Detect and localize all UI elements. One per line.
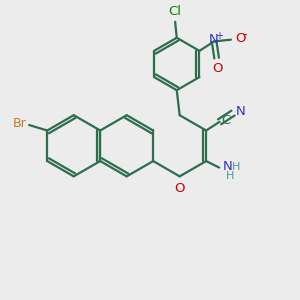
Text: O: O (212, 62, 223, 75)
Text: H: H (226, 171, 234, 181)
Text: N: N (209, 33, 219, 46)
Text: +: + (215, 31, 223, 40)
Text: Br: Br (13, 117, 26, 130)
Text: Cl: Cl (168, 5, 181, 18)
Text: C: C (221, 114, 231, 127)
Text: N: N (236, 105, 245, 118)
Text: O: O (235, 32, 245, 45)
Text: H: H (232, 162, 240, 172)
Text: O: O (174, 182, 185, 195)
Text: -: - (242, 28, 247, 41)
Text: N: N (223, 160, 232, 173)
